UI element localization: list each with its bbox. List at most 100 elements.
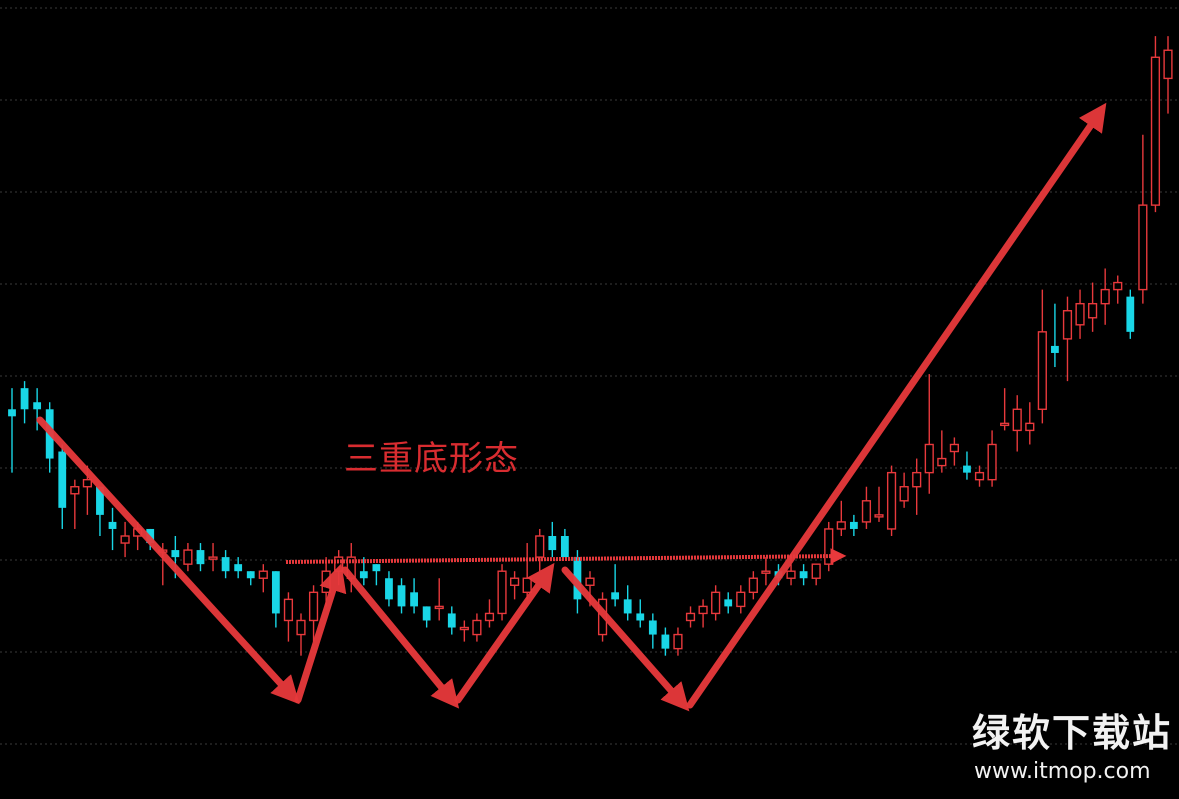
candle: [359, 557, 368, 586]
candle: [258, 564, 268, 593]
candle-body-up: [811, 563, 821, 579]
candle: [636, 599, 645, 628]
candle: [912, 458, 922, 515]
candle: [271, 571, 280, 628]
candle: [208, 543, 218, 572]
candle-body-up: [1163, 49, 1173, 80]
candle: [874, 486, 884, 522]
candle-body-up: [1012, 408, 1022, 432]
candle-body-down: [58, 451, 67, 508]
candle: [949, 437, 959, 466]
candle-body-up: [1138, 204, 1148, 291]
candle-body-down: [422, 606, 431, 621]
candle: [724, 592, 733, 614]
candle: [849, 514, 858, 536]
candle: [535, 528, 545, 572]
candle: [1000, 388, 1010, 431]
candle-body-up: [183, 549, 193, 565]
candle-body-down: [20, 388, 29, 410]
candle: [410, 578, 418, 614]
candle: [1163, 36, 1173, 114]
candle-body-up: [711, 591, 721, 615]
candle: [861, 486, 872, 529]
candle: [811, 563, 821, 586]
candle-body-down: [96, 486, 104, 515]
candle: [221, 550, 230, 579]
candle-body-up: [510, 577, 520, 586]
rebound-arrow-2: [454, 562, 555, 704]
candle-body-down: [385, 578, 393, 600]
candle-body-up: [434, 605, 444, 610]
candle-body-down: [410, 592, 418, 607]
candle-body-up: [472, 619, 482, 636]
candle-body-up: [1075, 302, 1085, 326]
candle: [548, 521, 557, 558]
candle-body-down: [196, 550, 205, 565]
candle-body-up: [1088, 302, 1098, 319]
candle: [1051, 303, 1059, 368]
candle: [937, 430, 947, 473]
candle: [673, 627, 683, 656]
candle-body-up: [937, 457, 947, 467]
candle: [484, 599, 495, 628]
candle-body-up: [736, 591, 746, 608]
candle: [1075, 289, 1085, 339]
candle-body-down: [271, 571, 280, 614]
candle: [434, 578, 444, 621]
candle: [974, 465, 985, 487]
candle-body-down: [636, 613, 645, 621]
pattern-arrows: [36, 102, 1107, 712]
candle: [283, 592, 294, 642]
candle-body-down: [234, 564, 243, 572]
candle-body-down: [8, 409, 16, 417]
candle: [397, 578, 406, 614]
candle-body-up: [899, 486, 909, 502]
candle: [472, 613, 482, 642]
candle-body-up: [585, 577, 595, 586]
watermark-url: www.itmop.com: [974, 759, 1151, 784]
candles-layer: [8, 36, 1173, 656]
candle-body-up: [698, 605, 708, 615]
candle-body-up: [912, 471, 922, 488]
candle: [836, 500, 846, 536]
decline-arrow-2: [341, 566, 460, 709]
candle-body-up: [685, 612, 696, 622]
candle-body-down: [560, 536, 569, 558]
candle: [661, 627, 670, 656]
candle-body-up: [208, 556, 218, 560]
candle-body-down: [648, 620, 657, 635]
candle-body-down: [1126, 296, 1135, 332]
candle-body-down: [397, 585, 406, 607]
candle-body-up: [824, 528, 834, 565]
candle-body-up: [949, 443, 959, 453]
candle-body-down: [447, 613, 456, 628]
candle: [234, 557, 243, 579]
candle-body-down: [573, 557, 582, 600]
candle: [560, 528, 569, 558]
candle: [70, 479, 80, 529]
candle-body-down: [108, 521, 117, 529]
candle-body-up: [924, 443, 934, 474]
candle-body-up: [120, 535, 130, 544]
candle: [372, 564, 381, 586]
candle: [385, 571, 393, 607]
candle: [799, 564, 808, 586]
candle-body-down: [1051, 345, 1059, 353]
candle-body-up: [283, 598, 294, 622]
candle-body-down: [661, 634, 670, 649]
candle: [1062, 296, 1073, 382]
candle-body-down: [359, 571, 368, 579]
candle: [58, 444, 67, 529]
candle-body-down: [33, 402, 42, 410]
candle: [246, 571, 255, 586]
candle: [748, 571, 758, 600]
candle-body-up: [673, 633, 683, 650]
candle: [761, 557, 771, 586]
candle: [987, 430, 997, 487]
candle: [1100, 268, 1110, 325]
candle-body-up: [484, 612, 495, 622]
candle: [510, 571, 520, 600]
watermark: 绿软下载站 www.itmop.com: [972, 711, 1170, 784]
candle-body-down: [849, 521, 858, 529]
